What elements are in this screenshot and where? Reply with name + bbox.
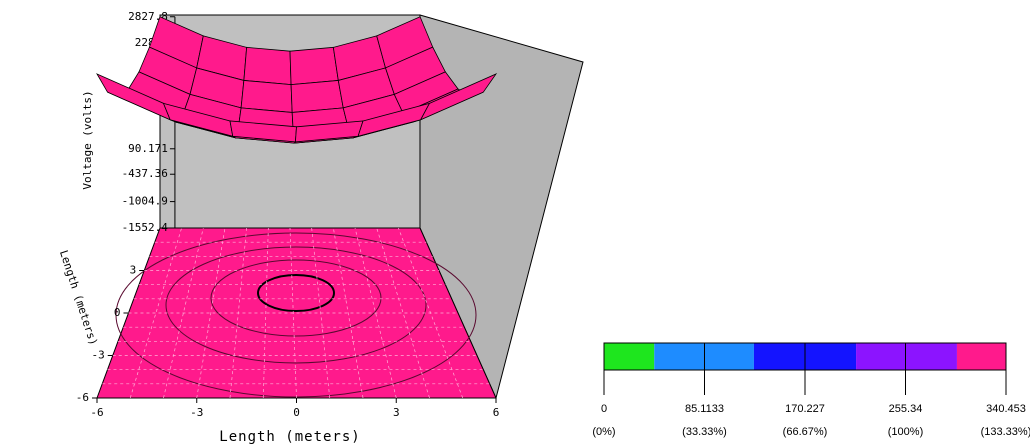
floor-grid-line bbox=[163, 227, 204, 399]
contour bbox=[210, 259, 382, 337]
x-axis-label: Length (meters) bbox=[219, 429, 360, 445]
z-axis-label: Voltage (volts) bbox=[81, 90, 94, 189]
z-tick-label: -437.36 bbox=[122, 167, 168, 180]
x-tick-label: 3 bbox=[393, 406, 400, 419]
legend-tick-label: 0 bbox=[601, 403, 607, 415]
floor-grid-line bbox=[262, 227, 269, 399]
surface-cell bbox=[243, 46, 292, 86]
contour bbox=[115, 232, 477, 398]
floor-grid-line bbox=[196, 227, 226, 399]
surface-cell bbox=[419, 73, 498, 121]
legend-swatch bbox=[604, 343, 655, 370]
floor-grid-line bbox=[311, 227, 331, 399]
y-tick-label: -6 bbox=[76, 391, 89, 404]
contour bbox=[257, 274, 335, 312]
legend-tick-label: 85.1133 bbox=[685, 403, 724, 415]
legend-swatch bbox=[856, 343, 957, 370]
legend-tick-percent: (33.33%) bbox=[682, 426, 727, 438]
contours bbox=[115, 232, 477, 398]
y-axis-label: Length (meters) bbox=[57, 249, 100, 347]
x-tick-label: -6 bbox=[90, 406, 103, 419]
legend-tick-label: 255.34 bbox=[889, 403, 923, 415]
surface-cell bbox=[240, 79, 293, 113]
legend-tick-label: 170.227 bbox=[785, 403, 825, 415]
surface-cell bbox=[289, 46, 339, 86]
legend-tick-percent: (100%) bbox=[888, 426, 923, 438]
floor-grid bbox=[102, 227, 490, 399]
x-tick-label: -3 bbox=[190, 406, 203, 419]
x-tick-label: 6 bbox=[493, 406, 500, 419]
contour bbox=[165, 246, 427, 364]
y-tick-label: -3 bbox=[91, 349, 104, 362]
z-tick-label: -1552.4 bbox=[122, 221, 169, 234]
z-tick-label: -1004.9 bbox=[122, 195, 168, 208]
legend-tick-percent: (0%) bbox=[592, 426, 615, 438]
z-tick-label: 2827.8 bbox=[128, 10, 168, 23]
x-tick-label: 0 bbox=[293, 406, 300, 419]
legend-tick-percent: (133.33%) bbox=[981, 426, 1030, 438]
y-tick-label: 3 bbox=[130, 264, 137, 277]
y-tick-label: 0 bbox=[114, 306, 121, 319]
floor-grid-line bbox=[398, 227, 464, 399]
z-tick-label: 90.171 bbox=[128, 142, 168, 155]
legend-tick-percent: (66.67%) bbox=[783, 426, 828, 438]
floor-grid-line bbox=[333, 227, 364, 399]
legend-swatch bbox=[956, 343, 1006, 370]
legend-tick-label: 340.453 bbox=[986, 403, 1026, 415]
surface-cell bbox=[290, 79, 344, 113]
